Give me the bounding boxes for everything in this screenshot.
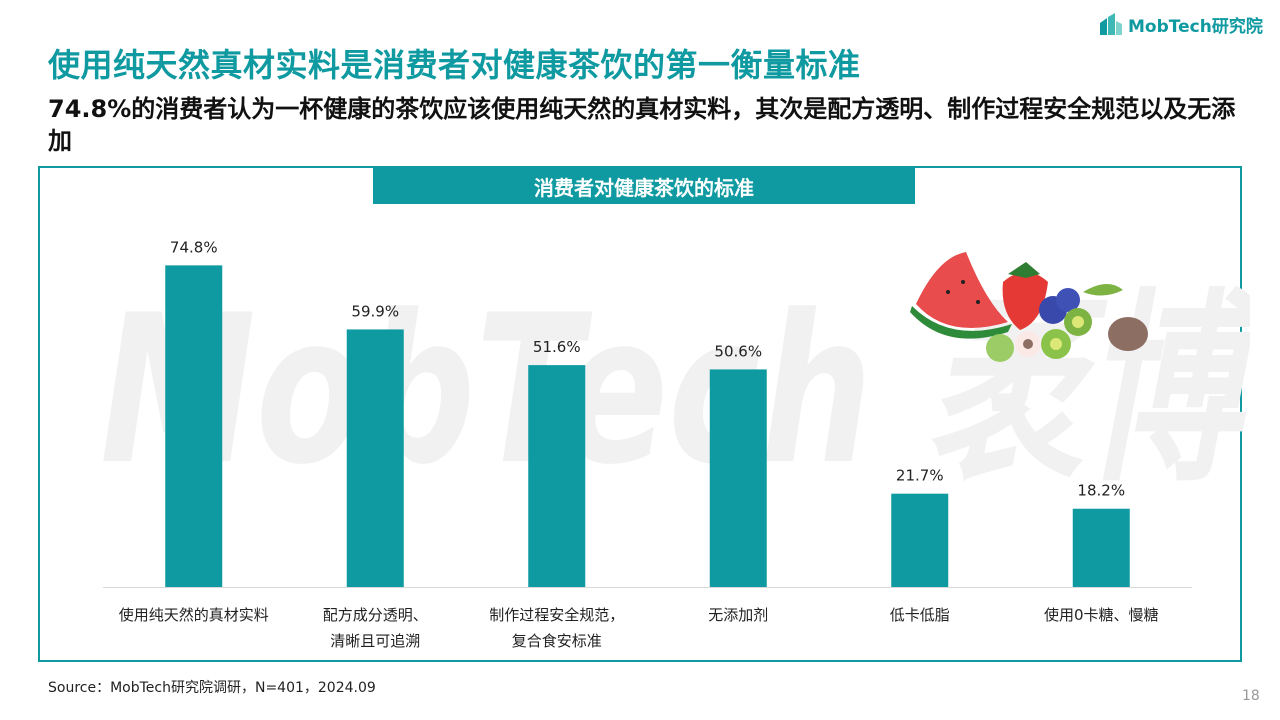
page-number: 18	[1242, 688, 1260, 704]
bar-value-label: 51.6%	[533, 338, 581, 356]
bar	[346, 329, 404, 587]
category-label: 使用0卡糖、慢糖	[1044, 606, 1159, 624]
bar	[165, 265, 223, 587]
category-label: 清晰且可追溯	[330, 632, 420, 650]
category-label: 低卡低脂	[890, 606, 950, 624]
source-note: Source：MobTech研究院调研，N=401，2024.09	[48, 680, 376, 696]
category-label: 配方成分透明、	[323, 606, 428, 624]
category-label: 使用纯天然的真材实料	[119, 606, 269, 624]
mobtech-logo: MobTech研究院	[1098, 10, 1263, 38]
bar	[709, 369, 767, 587]
bar	[1072, 508, 1130, 587]
bar-value-label: 21.7%	[896, 467, 944, 485]
chart-panel	[38, 166, 1242, 662]
category-label: 无添加剂	[708, 606, 768, 624]
bar	[891, 493, 949, 587]
bar	[528, 365, 586, 587]
logo-text: MobTech研究院	[1128, 16, 1263, 37]
category-label: 复合食安标准	[512, 632, 602, 650]
bar-value-label: 74.8%	[170, 238, 218, 256]
page-subtitle: 74.8%的消费者认为一杯健康的茶饮应该使用纯天然的真材实料，其次是配方透明、制…	[48, 95, 1236, 155]
fruit-illustration	[910, 252, 1148, 362]
chart-title: 消费者对健康茶饮的标准	[373, 168, 915, 204]
bar-value-label: 59.9%	[351, 302, 399, 320]
category-label: 制作过程安全规范，	[489, 606, 624, 624]
logo-icon	[1100, 13, 1122, 35]
bar-value-label: 50.6%	[714, 342, 762, 360]
page-title: 使用纯天然真材实料是消费者对健康茶饮的第一衡量标准	[48, 46, 861, 84]
bar-value-label: 18.2%	[1077, 482, 1125, 500]
